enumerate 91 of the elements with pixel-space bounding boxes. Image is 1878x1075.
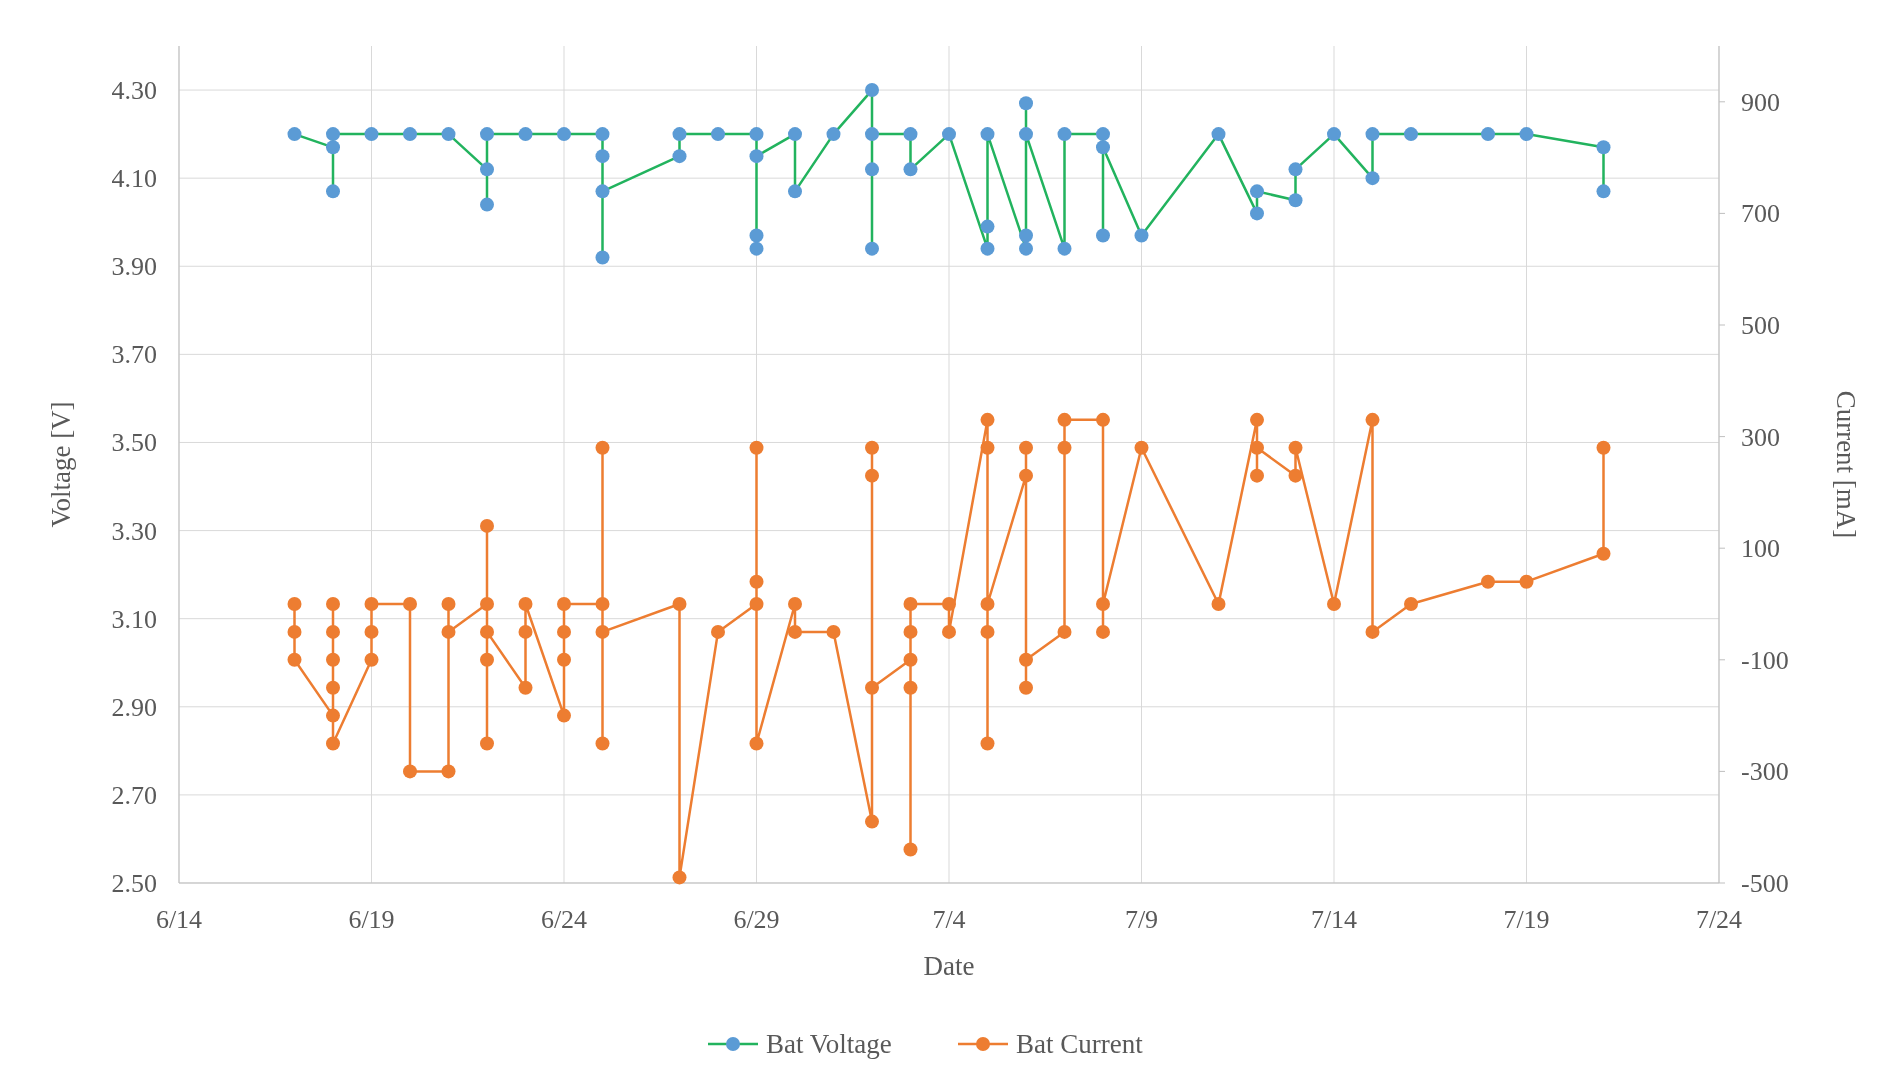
point: [326, 127, 340, 142]
point: [1288, 193, 1303, 208]
x-tick-label: 7/14: [1310, 905, 1358, 934]
point: [788, 184, 802, 199]
point: [1365, 171, 1380, 186]
point: [1288, 162, 1303, 177]
point: [1365, 127, 1380, 142]
x-tick-label: 6/14: [155, 905, 203, 934]
x-tick-label: 6/29: [733, 905, 780, 934]
y-tick-label: 4.10: [111, 164, 157, 194]
point: [942, 127, 956, 142]
point: [1327, 127, 1341, 142]
y2-tick-label: 100: [1741, 534, 1780, 564]
y2-tick-label: 700: [1741, 199, 1780, 229]
point: [1019, 241, 1033, 256]
point: [480, 127, 494, 142]
y2-tick-label: -100: [1741, 645, 1789, 675]
point: [1019, 228, 1033, 243]
point: [1481, 127, 1495, 142]
point: [557, 127, 571, 142]
point: [1250, 206, 1264, 221]
y2-tick-label: 500: [1741, 311, 1780, 340]
x-axis-title: Date: [923, 951, 975, 981]
y2-tick-label: 300: [1741, 422, 1780, 452]
point: [1211, 127, 1226, 142]
point: [980, 127, 995, 142]
point: [480, 162, 494, 177]
point: [749, 241, 764, 256]
point: [364, 127, 379, 142]
y-tick-label: 3.90: [111, 252, 157, 282]
point: [865, 127, 879, 142]
x-tick-label: 7/19: [1503, 905, 1550, 934]
point: [749, 228, 764, 243]
point: [326, 140, 340, 155]
point: [672, 127, 687, 142]
point: [1096, 140, 1110, 155]
point: [1096, 127, 1110, 142]
x-tick-label: 7/9: [1124, 905, 1159, 934]
point: [903, 127, 918, 142]
point: [865, 83, 879, 98]
point: [1057, 241, 1072, 256]
y-tick-label: 3.30: [111, 516, 157, 546]
point: [826, 127, 841, 142]
point: [1019, 96, 1033, 111]
point: [672, 149, 687, 164]
point: [749, 149, 764, 164]
point: [865, 162, 879, 177]
x-tick-label: 7/24: [1695, 905, 1743, 934]
y-tick-label: 3.50: [111, 428, 157, 458]
point: [1096, 228, 1110, 243]
y2-tick-label: 900: [1741, 87, 1780, 117]
y-tick-label: 2.70: [111, 780, 157, 810]
point: [788, 127, 802, 142]
point: [595, 250, 610, 265]
legend-label: Bat Voltage: [766, 1029, 892, 1059]
y2-tick-label: -300: [1741, 757, 1789, 787]
point: [1250, 184, 1264, 199]
point: [1019, 127, 1033, 142]
point: [1596, 140, 1611, 155]
point: [1519, 127, 1534, 142]
point: [1596, 184, 1611, 199]
point: [595, 127, 610, 142]
y2-axis-title: Current [mA]: [1831, 390, 1861, 539]
point: [1057, 127, 1072, 142]
point: [403, 127, 417, 142]
y-tick-label: 2.50: [111, 869, 157, 898]
point: [595, 149, 610, 164]
y-tick-label: 3.10: [111, 604, 157, 634]
point: [980, 241, 995, 256]
y-tick-label: 2.90: [111, 692, 157, 722]
point: [903, 162, 918, 177]
point: [595, 184, 610, 199]
point: [1134, 228, 1149, 243]
point: [1404, 127, 1418, 142]
point: [480, 197, 494, 212]
point: [287, 127, 302, 142]
point: [865, 241, 879, 256]
y2-tick-label: -500: [1741, 869, 1789, 898]
x-tick-label: 7/4: [932, 905, 966, 934]
point: [749, 127, 764, 142]
point: [326, 184, 340, 199]
point: [711, 127, 725, 142]
x-tick-label: 6/19: [348, 905, 395, 934]
y-axis-title: Voltage [V]: [46, 401, 76, 528]
x-tick-label: 6/24: [540, 905, 588, 934]
point: [518, 127, 533, 142]
legend-label: Bat Current: [1016, 1029, 1144, 1059]
point: [441, 127, 456, 142]
y-tick-label: 3.70: [111, 340, 157, 370]
y-tick-label: 4.30: [111, 76, 157, 106]
point: [980, 219, 995, 234]
